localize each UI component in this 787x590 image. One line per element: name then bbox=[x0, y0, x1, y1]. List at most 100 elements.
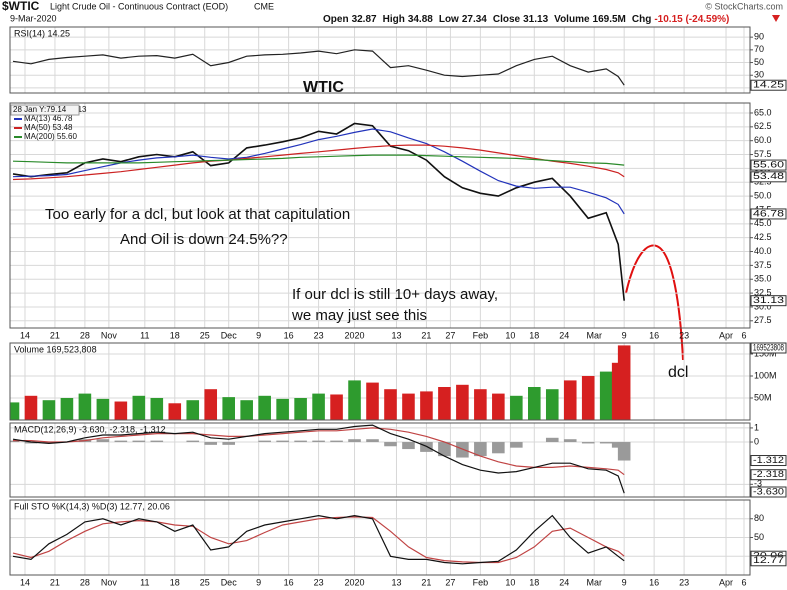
x-tick-label: 27 bbox=[445, 577, 455, 587]
x-tick-label: 9 bbox=[622, 577, 627, 587]
annotation: dcl bbox=[668, 364, 688, 381]
x-tick-label: 13 bbox=[391, 330, 401, 340]
bar bbox=[581, 442, 595, 444]
panel-title: Volume 169,523,808 bbox=[14, 344, 97, 354]
bar bbox=[222, 442, 235, 445]
panel-frame bbox=[9, 102, 751, 329]
x-tick-label: Nov bbox=[101, 330, 118, 340]
x-tick-label: 10 bbox=[505, 577, 515, 587]
panel bbox=[10, 27, 750, 93]
x-tick-label: 25 bbox=[200, 330, 210, 340]
symbol: $WTIC bbox=[2, 0, 40, 13]
x-tick-label: Apr bbox=[719, 577, 733, 587]
value-tag: 31.13 bbox=[750, 295, 787, 307]
bar bbox=[222, 397, 235, 420]
x-tick-label: Nov bbox=[101, 577, 118, 587]
bar bbox=[96, 439, 110, 443]
value-tag-label: 169523808 bbox=[753, 342, 784, 352]
x-tick-label: Dec bbox=[221, 330, 238, 340]
x-tick-label: 16 bbox=[284, 330, 294, 340]
bar bbox=[312, 440, 325, 443]
annotation: Too early for a dcl, but look at that ca… bbox=[45, 206, 350, 223]
bar bbox=[10, 402, 20, 420]
bar bbox=[24, 442, 38, 444]
panel bbox=[10, 500, 750, 575]
stat-label: Volume bbox=[554, 14, 590, 25]
panel-title: MACD(12,26,9) -3.630, -2.318, -1.312 bbox=[14, 424, 166, 434]
value-tag-label: 55.60 bbox=[753, 159, 784, 169]
stat-value: 34.88 bbox=[408, 14, 433, 25]
bar bbox=[474, 389, 487, 420]
x-tick-label: 21 bbox=[50, 330, 60, 340]
tooltip-box bbox=[10, 104, 80, 116]
value-tag-label: 46.78 bbox=[753, 208, 784, 218]
x-tick-label: 9 bbox=[256, 577, 261, 587]
x-tick-label: 16 bbox=[649, 330, 659, 340]
bar bbox=[204, 389, 218, 420]
stat-label: Open bbox=[323, 14, 349, 25]
credit: © StockCharts.com bbox=[705, 1, 783, 11]
y-tick-label: 42.5 bbox=[754, 232, 772, 242]
x-tick-label: 16 bbox=[284, 577, 294, 587]
y-tick-label: 1 bbox=[754, 422, 759, 432]
bar bbox=[294, 440, 307, 443]
x-tick-label: 18 bbox=[170, 330, 180, 340]
bar bbox=[42, 400, 56, 420]
line bbox=[12, 516, 625, 564]
bar bbox=[545, 437, 559, 443]
y-tick-label: 60.0 bbox=[754, 135, 772, 145]
y-tick-label: 57.5 bbox=[754, 149, 772, 159]
y-tick-label: 80 bbox=[754, 513, 764, 523]
x-tick-label: 23 bbox=[314, 330, 324, 340]
bar bbox=[114, 440, 128, 443]
y-tick-label: 50 bbox=[754, 532, 764, 542]
x-tick-label: Mar bbox=[586, 577, 602, 587]
line bbox=[12, 514, 625, 565]
x-tick-label: 21 bbox=[421, 577, 431, 587]
bar bbox=[204, 442, 218, 445]
value-tag-box bbox=[750, 555, 787, 567]
panel-frame bbox=[9, 26, 751, 94]
line bbox=[12, 128, 625, 215]
bar bbox=[330, 394, 343, 420]
bar bbox=[474, 442, 487, 457]
bar bbox=[294, 398, 307, 420]
bar bbox=[384, 442, 397, 447]
value-tag: 169523808 bbox=[750, 342, 787, 354]
bar bbox=[276, 398, 289, 420]
value-tag: -3.630 bbox=[750, 486, 787, 498]
bar bbox=[24, 395, 38, 420]
bar bbox=[132, 440, 146, 443]
x-tick-label: Feb bbox=[473, 330, 489, 340]
value-tag-label: 53.48 bbox=[753, 171, 784, 181]
bar bbox=[617, 345, 631, 420]
bar bbox=[599, 371, 613, 420]
line bbox=[12, 154, 625, 166]
value-tag: -1.312 bbox=[750, 455, 787, 467]
y-tick-label: 27.5 bbox=[754, 315, 772, 325]
panel-title: Full STO %K(14,3) %D(3) 12.77, 20.06 bbox=[14, 501, 170, 511]
annotation: And Oil is down 24.5%?? bbox=[120, 231, 288, 248]
x-tick-label: Apr bbox=[719, 330, 733, 340]
bar bbox=[510, 395, 523, 420]
value-tag-box bbox=[750, 79, 787, 91]
x-tick-label: 6 bbox=[742, 330, 747, 340]
y-tick-label: 45.0 bbox=[754, 218, 772, 228]
y-tick-label: 90 bbox=[754, 32, 764, 42]
annotation: WTIC bbox=[303, 79, 344, 96]
panel-title: RSI(14) 14.25 bbox=[14, 28, 70, 38]
bar bbox=[348, 439, 361, 443]
x-tick-label: 9 bbox=[622, 330, 627, 340]
value-tag-box bbox=[750, 159, 787, 171]
bar bbox=[366, 439, 379, 443]
bar bbox=[617, 442, 631, 461]
bar bbox=[96, 398, 110, 420]
y-tick-label: 0 bbox=[754, 436, 759, 446]
x-tick-label: 2020 bbox=[345, 577, 365, 587]
bar bbox=[10, 440, 20, 443]
annotation: we may just see this bbox=[291, 307, 427, 324]
x-tick-label: 23 bbox=[679, 577, 689, 587]
x-tick-label: 6 bbox=[742, 577, 747, 587]
bar bbox=[150, 398, 164, 420]
y-tick-label: 30 bbox=[754, 70, 764, 80]
